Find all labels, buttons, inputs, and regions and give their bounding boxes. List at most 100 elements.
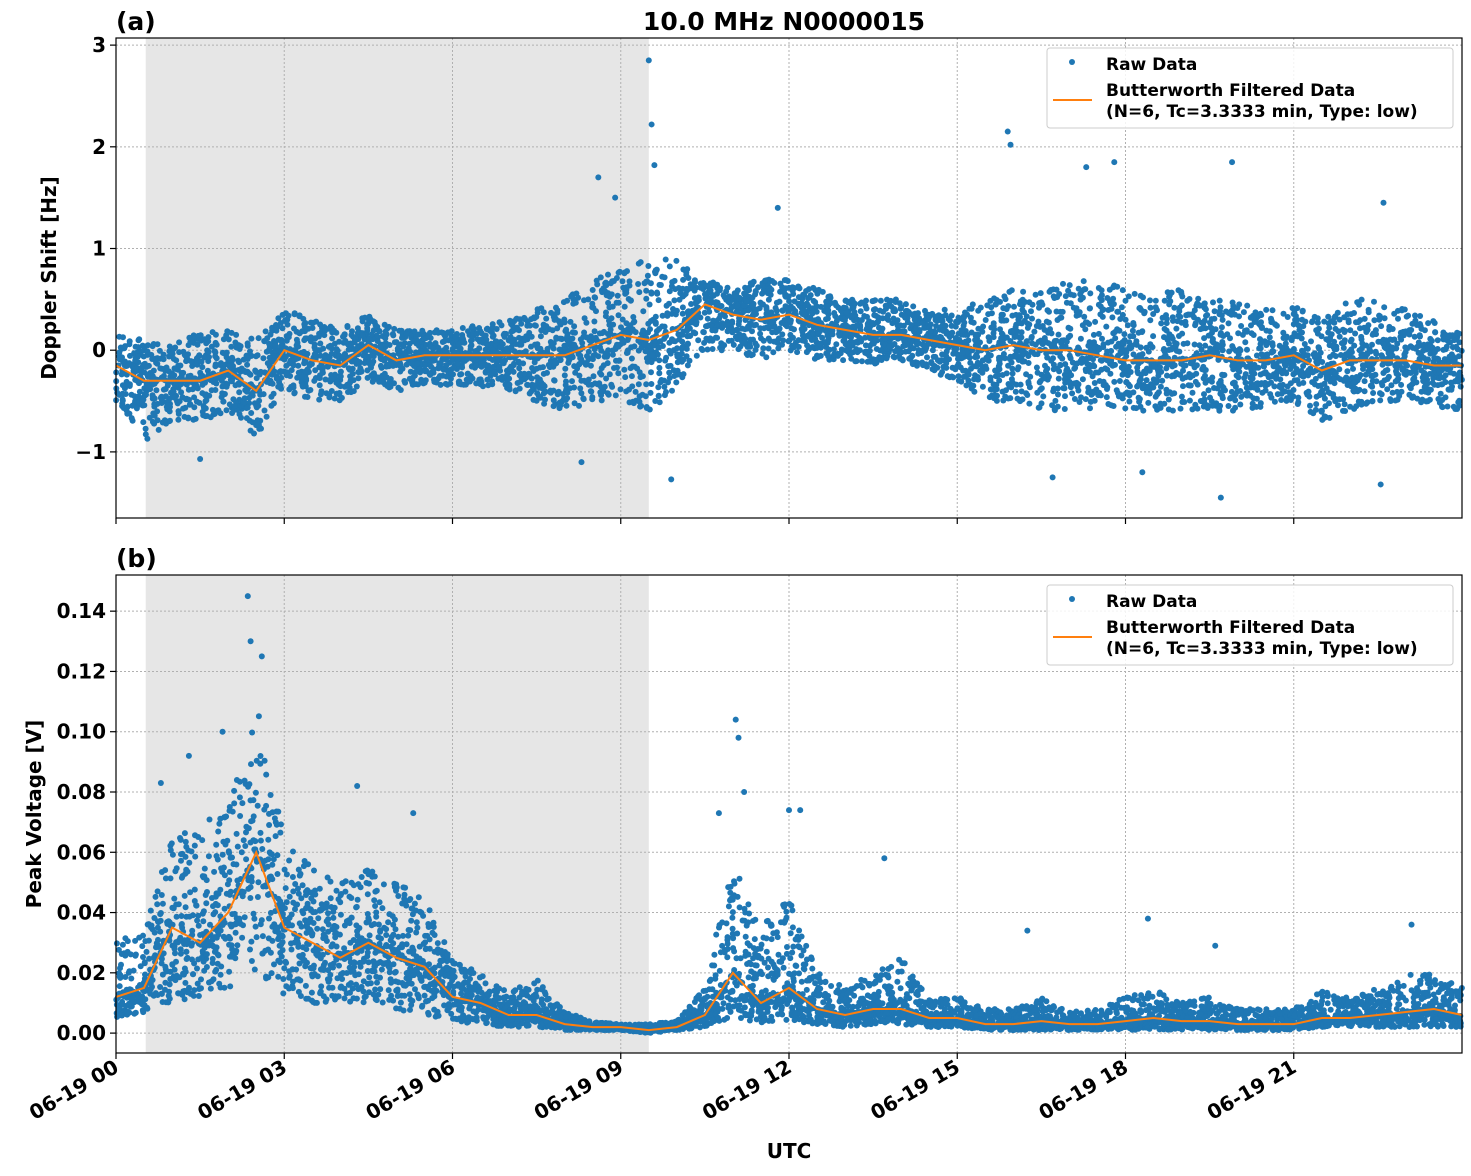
raw-data-point [1162,326,1168,332]
raw-data-point [244,353,250,359]
raw-data-point [1170,408,1176,414]
raw-data-point [880,315,886,321]
raw-data-point [187,402,193,408]
raw-data-point [996,372,1002,378]
raw-data-point [576,403,582,409]
raw-data-point [172,366,178,372]
raw-data-point [1264,328,1270,334]
raw-data-point [404,331,410,337]
raw-data-point [483,362,489,368]
raw-data-point [640,392,646,398]
raw-data-point [570,301,576,307]
raw-data-point [983,366,989,372]
raw-data-point [286,334,292,340]
raw-data-point [307,387,313,393]
raw-data-point [1235,374,1241,380]
raw-data-point [680,277,686,283]
raw-data-point [248,410,254,416]
raw-data-point [241,368,247,374]
raw-data-point [166,368,172,374]
raw-data-point [988,375,994,381]
raw-data-point [581,297,587,303]
raw-data-point [537,365,543,371]
raw-data-point [972,337,978,343]
raw-data-point [1005,363,1011,369]
raw-data-point [153,387,159,393]
raw-data-point [434,327,440,333]
raw-data-point [251,431,257,437]
raw-data-point [191,394,197,400]
raw-data-point [1269,350,1275,356]
raw-data-point [564,403,570,409]
raw-data-point [375,375,381,381]
raw-data-point [410,338,416,344]
raw-data-point [407,349,413,355]
raw-data-point [832,313,838,319]
raw-data-point [735,303,741,309]
raw-data-point [1026,401,1032,407]
raw-data-point [1251,371,1257,377]
raw-data-point [618,386,624,392]
raw-data-point [1187,398,1193,404]
raw-data-point [1114,309,1120,315]
raw-data-point [1203,306,1209,312]
raw-data-point [1004,335,1010,341]
raw-data-point [1217,298,1223,304]
raw-data-point [120,334,126,340]
raw-data-point [1219,393,1225,399]
raw-data-point [1200,325,1206,331]
raw-data-point [516,335,522,341]
raw-data-point [1155,378,1161,384]
chart-title: 10.0 MHz N0000015 [643,7,925,36]
raw-data-point [910,303,916,309]
raw-data-point [986,338,992,344]
raw-data-point [360,352,366,358]
raw-data-point [278,338,284,344]
raw-data-point [1083,396,1089,402]
raw-data-point [1190,390,1196,396]
raw-data-point [657,399,663,405]
raw-data-point [389,361,395,367]
raw-data-point [275,315,281,321]
raw-data-point [384,374,390,380]
raw-data-point [599,330,605,336]
raw-data-point [531,397,537,403]
raw-data-point [1193,320,1199,326]
raw-data-point [1062,393,1068,399]
raw-data-point [444,382,450,388]
raw-data-point [176,339,182,345]
raw-data-point [1254,396,1260,402]
raw-data-point [652,270,658,276]
raw-data-point [1258,319,1264,325]
raw-data-point [1316,326,1322,332]
raw-data-point [1351,380,1357,386]
raw-data-point [1204,312,1210,318]
raw-data-point [643,296,649,302]
raw-data-point [1051,366,1057,372]
raw-data-point [1087,369,1093,375]
raw-data-point [1341,314,1347,320]
raw-data-point [622,269,628,275]
raw-data-point [1192,307,1198,313]
raw-data-point [151,401,157,407]
raw-data-point [1158,320,1164,326]
raw-data-point [621,367,627,373]
raw-data-point [636,289,642,295]
raw-data-point [595,381,601,387]
raw-data-point [843,322,849,328]
raw-data-point [257,371,263,377]
raw-data-point [1013,389,1019,395]
raw-data-point [1365,327,1371,333]
raw-data-point [988,386,994,392]
raw-data-point [253,403,259,409]
raw-data-point [562,319,568,325]
raw-data-point [506,382,512,388]
raw-data-point [1104,394,1110,400]
raw-data-point [464,379,470,385]
raw-data-point [656,297,662,303]
raw-data-point [1192,402,1198,408]
raw-data-point [1096,285,1102,291]
raw-data-point [1030,302,1036,308]
raw-data-point [248,336,254,342]
raw-data-point [686,308,692,314]
